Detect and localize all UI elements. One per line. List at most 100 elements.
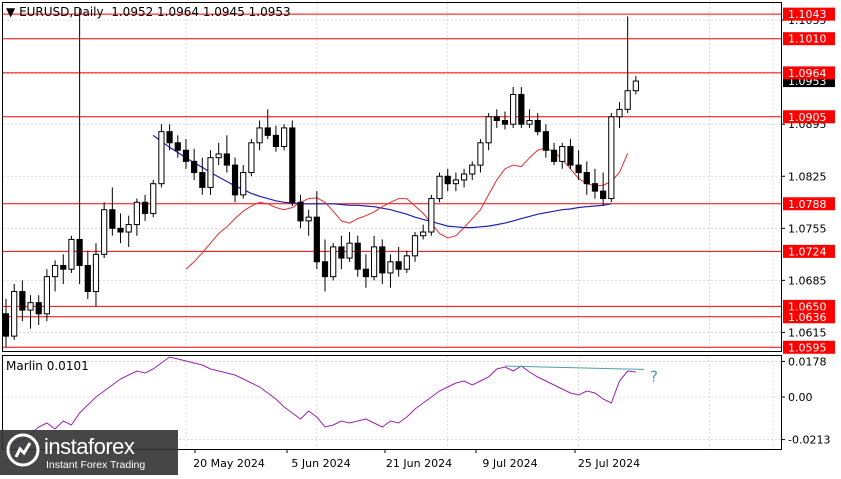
ohlc-readout: 1.0952 1.0964 1.0945 1.0953 — [111, 5, 291, 19]
bear-candle — [395, 261, 402, 270]
indicator-tick-label: 0.00 — [788, 391, 813, 404]
bull-candle — [436, 175, 443, 200]
bear-candle — [542, 131, 549, 151]
divergence-question-mark: ? — [650, 367, 658, 385]
level-label-box — [783, 340, 835, 354]
bull-candle — [624, 90, 631, 110]
bull-candle — [11, 291, 18, 337]
bull-candle — [510, 93, 517, 125]
bull-candle — [248, 142, 255, 174]
indicator-label: Marlin 0.0101 — [6, 359, 89, 373]
bear-candle — [166, 131, 173, 144]
level-label-box — [783, 244, 835, 258]
level-label-box — [783, 299, 835, 313]
brand-name: instaforex — [44, 434, 135, 459]
level-label-box — [783, 66, 835, 80]
bear-candle — [567, 146, 574, 166]
bear-candle — [35, 302, 42, 315]
level-label: 1.0636 — [788, 311, 827, 324]
bull-candle — [330, 246, 337, 278]
bull-candle — [215, 153, 222, 159]
marlin-line — [14, 356, 636, 444]
brand-tagline: Instant Forex Trading — [46, 459, 146, 471]
bull-candle — [371, 246, 378, 278]
bull-candle — [411, 235, 419, 257]
indicator-tick-label: -0.0213 — [788, 434, 830, 447]
level-label: 1.1043 — [788, 8, 827, 21]
level-label-box — [783, 7, 835, 21]
bear-candle — [501, 119, 509, 125]
bull-candle — [92, 253, 100, 293]
indicator-pane: ? — [14, 356, 658, 444]
bear-candle — [297, 201, 304, 222]
bull-candle — [420, 231, 427, 237]
bear-candle — [591, 183, 599, 192]
chart-header: ▼ EURUSD,Daily 1.0952 1.0964 1.0945 1.09… — [6, 5, 291, 19]
symbol-label: EURUSD,Daily — [19, 5, 104, 19]
bull-candle — [387, 261, 394, 274]
bull-candle — [240, 172, 247, 196]
bull-candle — [43, 276, 50, 315]
level-label-box — [783, 197, 835, 211]
level-label: 1.0650 — [788, 300, 827, 313]
bull-candle — [305, 216, 312, 222]
level-label: 1.0788 — [788, 198, 827, 211]
divergence-trendline — [504, 365, 645, 370]
bear-candle — [272, 134, 280, 148]
bull-candle — [608, 116, 615, 200]
bull-candle — [632, 80, 639, 92]
bull-candle — [526, 119, 533, 125]
instaforex-watermark: instaforex Instant Forex Trading — [0, 430, 178, 475]
bull-candle — [403, 255, 410, 270]
price-tick-label: 1.0755 — [788, 222, 827, 235]
bull-candle — [460, 173, 468, 181]
bull-candle — [428, 198, 435, 233]
bear-candle — [174, 142, 181, 151]
bull-candle — [485, 116, 492, 144]
level-label-box — [783, 110, 835, 124]
bear-candle — [321, 261, 329, 278]
bear-candle — [223, 153, 230, 166]
time-tick-label: 21 Jun 2024 — [386, 457, 452, 470]
bear-candle — [182, 149, 190, 162]
bear-candle — [379, 246, 386, 274]
time-axis: 20 May 2024 5 Jun 2024 21 Jun 2024 9 Jul 20… — [193, 449, 640, 470]
grid — [3, 3, 781, 449]
level-label: 1.0595 — [788, 341, 827, 354]
bull-candle — [51, 264, 59, 278]
time-tick-label: 9 Jul 2024 — [482, 457, 537, 470]
bull-candle — [477, 142, 484, 166]
time-tick-label: 20 May 2024 — [193, 457, 265, 470]
price-tick-label: 1.0825 — [788, 170, 827, 183]
level-labels: 1.1043 1.1010 1.0964 1.0905 1.0788 1.0724 1.06… — [783, 7, 835, 354]
bear-candle — [19, 291, 26, 311]
level-label-box — [783, 310, 835, 324]
collapse-triangle-icon[interactable]: ▼ — [6, 5, 16, 19]
bear-candle — [493, 116, 500, 121]
bear-candle — [84, 264, 91, 293]
price-tick-label: 1.0685 — [788, 274, 827, 287]
bear-candle — [313, 216, 320, 263]
bear-candle — [583, 172, 590, 185]
bear-candle — [338, 246, 345, 259]
candles — [2, 8, 639, 348]
bear-candle — [2, 313, 10, 337]
bull-candle — [27, 302, 34, 311]
bear-candle — [354, 242, 361, 270]
instaforex-logo-icon — [6, 433, 40, 467]
bear-candle — [76, 238, 83, 266]
bull-candle — [616, 108, 623, 118]
slow-ma-line — [152, 134, 612, 229]
horizontal-levels — [3, 13, 781, 348]
level-label: 1.1010 — [788, 33, 827, 46]
bear-candle — [444, 175, 451, 185]
bear-candle — [550, 149, 558, 162]
bear-candle — [518, 93, 525, 125]
bear-candle — [117, 227, 124, 233]
bear-candle — [191, 160, 198, 174]
bull-candle — [346, 242, 353, 259]
level-label: 1.0724 — [788, 245, 827, 258]
bull-candle — [559, 146, 566, 162]
